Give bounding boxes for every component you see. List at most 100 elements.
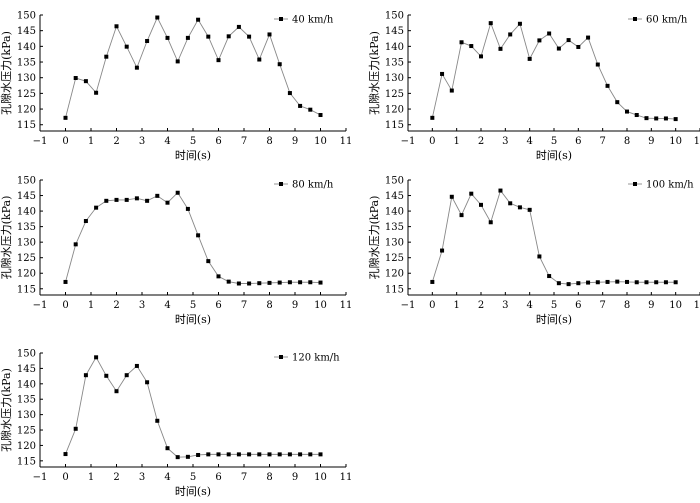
data-point bbox=[488, 220, 493, 225]
y-tick-label: 140 bbox=[385, 207, 404, 218]
data-point bbox=[175, 455, 180, 460]
x-axis-title: 时间(s) bbox=[536, 313, 572, 326]
x-tick-label: 10 bbox=[314, 300, 327, 311]
data-point bbox=[298, 103, 303, 108]
data-point bbox=[216, 452, 221, 457]
x-tick-label: 2 bbox=[113, 300, 119, 311]
legend-marker bbox=[279, 17, 283, 21]
data-point bbox=[287, 280, 292, 285]
data-point bbox=[318, 280, 323, 285]
data-point bbox=[625, 279, 629, 284]
chart-panel-4: −1 0 1 2 3 4 5 6 7 8 9 10 11 115 120 125 130 135 140 145 150… bbox=[367, 176, 700, 326]
x-tick-label: 9 bbox=[648, 300, 654, 311]
data-point bbox=[287, 452, 292, 457]
data-point bbox=[547, 31, 552, 36]
data-point bbox=[134, 65, 139, 70]
data-point bbox=[226, 34, 231, 39]
data-point bbox=[634, 113, 639, 118]
y-tick-label: 135 bbox=[385, 58, 404, 69]
data-point bbox=[145, 380, 150, 385]
data-point bbox=[298, 280, 303, 285]
x-tick-label: 0 bbox=[62, 136, 68, 147]
legend-label: 80 km/h bbox=[292, 180, 334, 191]
data-point bbox=[308, 280, 313, 285]
data-point bbox=[247, 34, 252, 39]
x-axis-title: 时间(s) bbox=[175, 485, 211, 498]
x-tick-label: 5 bbox=[551, 136, 557, 147]
data-point bbox=[318, 113, 323, 118]
data-point bbox=[165, 446, 170, 451]
x-tick-label: 3 bbox=[139, 300, 145, 311]
y-tick-label: 130 bbox=[17, 410, 36, 421]
y-tick-label: 135 bbox=[17, 222, 36, 233]
data-point bbox=[654, 116, 659, 121]
series-line bbox=[431, 21, 676, 120]
chart-panel-1: −1 0 1 2 3 4 5 6 7 8 9 10 11 115 120 125 130 135 140 145 150… bbox=[0, 11, 352, 163]
data-point bbox=[459, 213, 464, 218]
data-point bbox=[440, 71, 445, 76]
data-point bbox=[83, 79, 88, 84]
data-point bbox=[134, 196, 139, 201]
x-tick-label: 5 bbox=[190, 300, 196, 311]
data-point bbox=[236, 452, 241, 457]
y-tick-label: 130 bbox=[385, 238, 404, 249]
chart-panel-5: −1 0 1 2 3 4 5 6 7 8 9 10 11 115 120 125 130 135 140 145 150… bbox=[0, 349, 352, 499]
y-tick-label: 115 bbox=[385, 284, 404, 295]
data-point bbox=[440, 248, 445, 253]
data-point bbox=[185, 206, 190, 211]
x-axis-title: 时间(s) bbox=[175, 313, 211, 326]
data-point bbox=[226, 279, 231, 284]
data-point bbox=[449, 88, 454, 93]
x-tick-label: 4 bbox=[164, 472, 170, 483]
legend-label: 60 km/h bbox=[646, 15, 688, 26]
y-tick-label: 135 bbox=[385, 222, 404, 233]
data-point bbox=[308, 107, 313, 112]
x-tick-label: 8 bbox=[624, 136, 630, 147]
x-tick-label: 4 bbox=[526, 300, 532, 311]
data-point bbox=[247, 281, 252, 286]
data-point bbox=[104, 373, 109, 378]
data-point bbox=[508, 32, 513, 37]
data-point bbox=[430, 115, 435, 120]
x-tick-label: −1 bbox=[401, 136, 416, 147]
data-point bbox=[104, 198, 109, 203]
y-tick-label: 135 bbox=[17, 58, 36, 69]
x-tick-label: 1 bbox=[453, 136, 459, 147]
y-tick-label: 125 bbox=[17, 426, 36, 437]
x-tick-label: 2 bbox=[478, 136, 484, 147]
legend-marker bbox=[279, 355, 283, 359]
chart-panel-2: −1 0 1 2 3 4 5 6 7 8 9 10 11 115 120 125 130 135 140 145 150… bbox=[367, 11, 700, 162]
y-tick-label: 115 bbox=[17, 456, 36, 467]
data-point bbox=[595, 62, 600, 67]
data-point bbox=[605, 279, 610, 284]
data-point bbox=[673, 280, 678, 285]
y-tick-label: 120 bbox=[17, 441, 36, 452]
data-point bbox=[625, 109, 629, 114]
data-point bbox=[527, 56, 532, 61]
y-tick-label: 150 bbox=[17, 349, 36, 360]
data-point bbox=[236, 281, 241, 286]
y-tick-label: 120 bbox=[17, 105, 36, 116]
x-tick-label: 9 bbox=[292, 300, 298, 311]
x-tick-label: 10 bbox=[669, 300, 682, 311]
data-point bbox=[94, 90, 99, 95]
data-point bbox=[469, 191, 474, 196]
data-point bbox=[566, 38, 571, 43]
y-tick-label: 115 bbox=[385, 120, 404, 131]
x-tick-label: 6 bbox=[575, 300, 581, 311]
data-point bbox=[216, 58, 221, 63]
data-point bbox=[498, 46, 503, 51]
data-point bbox=[469, 44, 474, 49]
data-point bbox=[206, 259, 211, 264]
y-tick-label: 150 bbox=[17, 176, 36, 187]
data-point bbox=[527, 207, 532, 212]
x-tick-label: 2 bbox=[113, 472, 119, 483]
x-tick-label: 4 bbox=[526, 136, 532, 147]
data-point bbox=[124, 197, 129, 202]
y-tick-label: 135 bbox=[17, 395, 36, 406]
data-point bbox=[517, 21, 522, 26]
data-point bbox=[298, 452, 303, 457]
data-point bbox=[155, 418, 160, 423]
data-point bbox=[83, 373, 88, 378]
x-tick-label: 8 bbox=[266, 300, 272, 311]
